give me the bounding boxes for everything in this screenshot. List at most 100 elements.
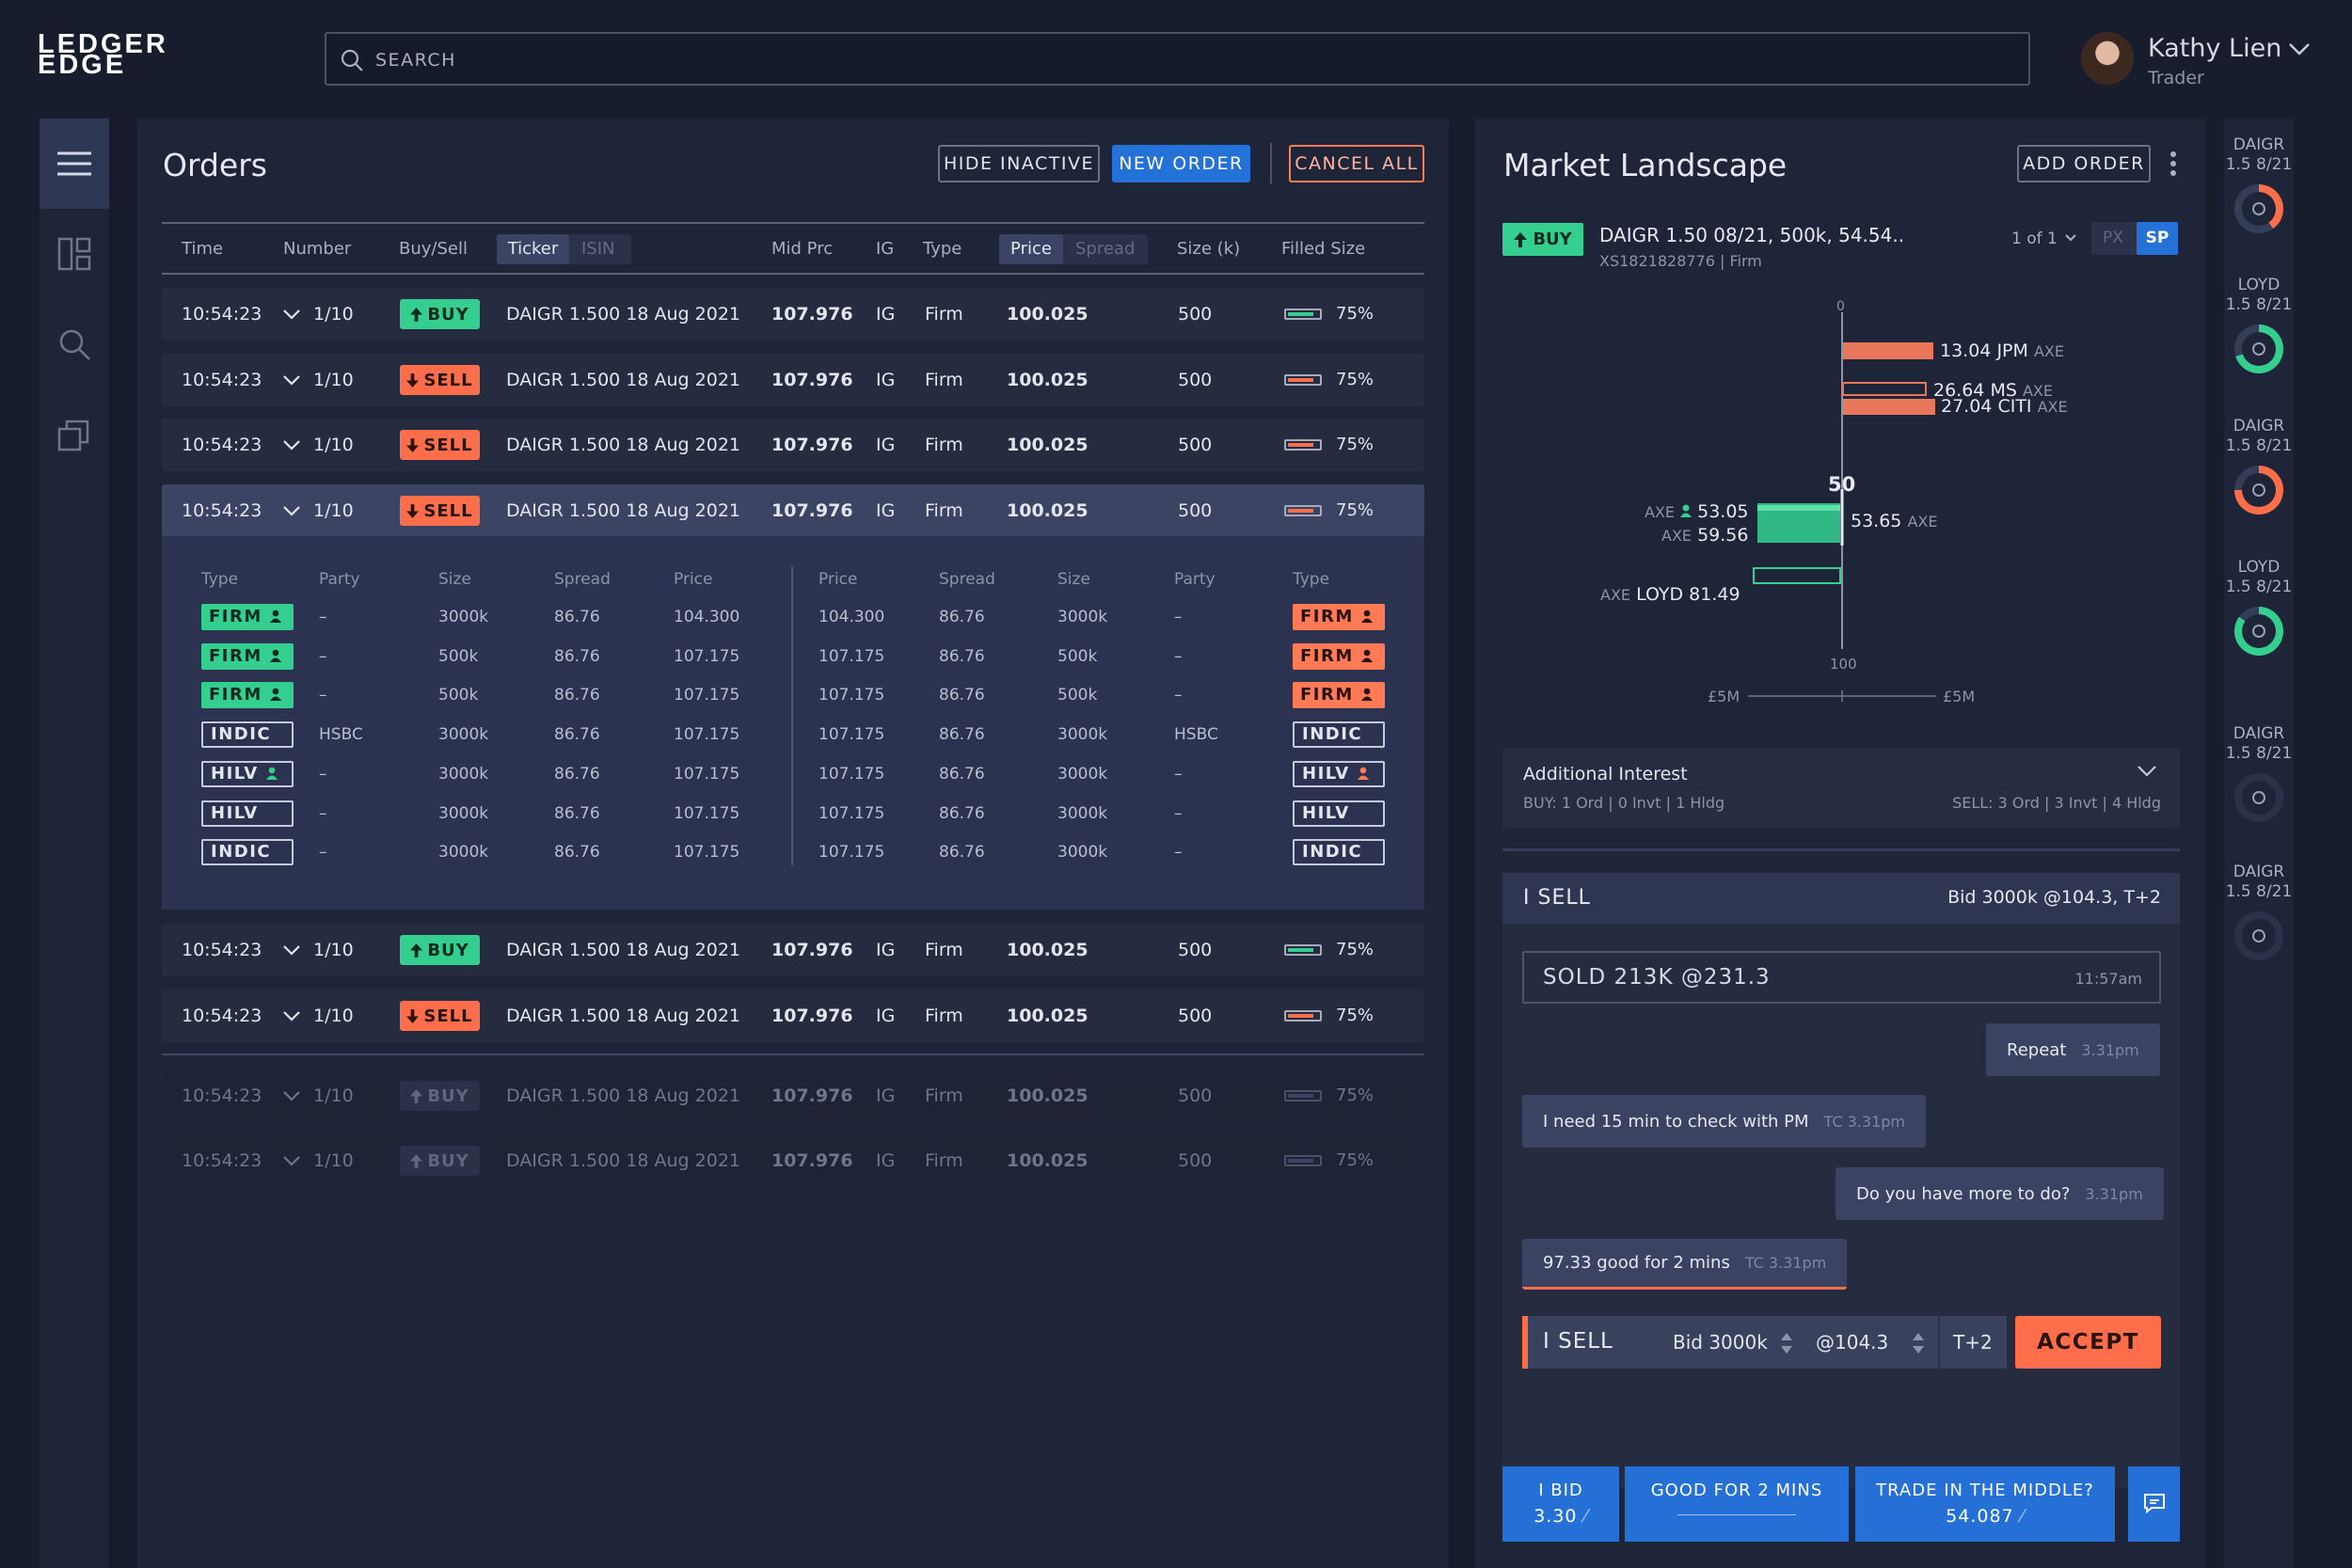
detail-cell-spread: 86.76 [939,608,985,626]
bar-citi[interactable] [1843,399,1935,415]
rail-ring[interactable] [2234,911,2283,960]
detail-cell-party: – [1174,803,1183,823]
person-icon [265,767,278,780]
chat-offer[interactable]: 97.33 good for 2 mins TC 3.31pm [1522,1239,1848,1290]
cell-filled: 75% [1336,500,1375,520]
table-row[interactable]: 10:54:23 1/10 SELL DAIGR 1.500 18 Aug 2021 1… [162,419,1424,471]
menu-button[interactable] [40,119,109,209]
avatar[interactable] [2081,32,2134,85]
pencil-icon[interactable]: ⁄ [1583,1506,1588,1527]
px-option[interactable]: PX [2103,229,2123,247]
rail-ring[interactable] [2234,184,2283,233]
table-row[interactable]: 10:54:23 1/10 SELL DAIGR 1.500 18 Aug 2021 1… [162,990,1424,1042]
rail-ring[interactable] [2234,466,2283,515]
cell-size: 500 [1178,435,1213,455]
new-order-button[interactable]: NEW ORDER [1112,145,1250,182]
pager-chevron-icon[interactable] [2064,232,2077,244]
cell-ticker: DAIGR 1.500 18 Aug 2021 [506,435,741,455]
table-row[interactable]: 10:54:23 1/10 BUY DAIGR 1.500 18 Aug 2021 10… [162,1069,1424,1122]
detail-cell-size: 3000k [438,608,489,626]
chevron-down-icon[interactable] [2137,765,2157,778]
rail-ticker[interactable]: DAIGR [2233,863,2285,881]
i-bid-action[interactable]: I BID 3.30 ⁄ [1502,1466,1619,1542]
col-buysell[interactable]: Buy/Sell [399,239,468,259]
composer-settle[interactable]: T+2 [1953,1331,1993,1354]
rail-ring[interactable] [2234,607,2283,656]
add-order-button[interactable]: ADD ORDER [2017,145,2151,182]
rail-subtitle: 1.5 8/21 [2225,436,2293,455]
price-stepper-icon[interactable] [1912,1331,1925,1355]
good-for-action[interactable]: GOOD FOR 2 MINS [1625,1466,1849,1542]
col-mid[interactable]: Mid Prc [771,239,834,259]
bar-ms[interactable] [1842,382,1927,396]
tab-spread[interactable]: Spread [1075,239,1136,259]
sp-option[interactable]: SP [2137,222,2178,255]
cell-type: Firm [925,1006,963,1026]
accept-button[interactable]: ACCEPT [2015,1316,2161,1369]
cancel-all-button[interactable]: CANCEL ALL [1289,145,1424,182]
table-row[interactable]: 10:54:23 1/10 SELL DAIGR 1.500 18 Aug 2021 1… [162,484,1424,537]
table-row[interactable]: 10:54:23 1/10 BUY DAIGR 1.500 18 Aug 2021 10… [162,1134,1424,1187]
composer-side[interactable]: I SELL [1543,1329,1613,1354]
bar-loyd[interactable] [1753,567,1841,584]
pager[interactable]: 1 of 1 [2011,230,2058,248]
col-size[interactable]: Size (k) [1177,239,1241,259]
type-tag-label: HILV [1302,763,1350,784]
filled-bar [1284,944,1322,956]
table-row[interactable]: 10:54:23 1/10 SELL DAIGR 1.500 18 Aug 2021 1… [162,354,1424,406]
pencil-icon[interactable]: ⁄ [2020,1506,2025,1527]
chevron-down-icon[interactable] [282,924,301,976]
chevron-down-icon[interactable] [282,1069,301,1122]
size-stepper-icon[interactable] [1780,1331,1793,1355]
col-filled[interactable]: Filled Size [1281,239,1366,259]
search-input[interactable]: SEARCH [325,32,2030,86]
tab-ticker[interactable]: Ticker [497,234,569,264]
more-options-icon[interactable] [2169,150,2178,177]
search-nav[interactable] [40,299,109,389]
dashboard-nav[interactable] [40,209,109,299]
col-ig[interactable]: IG [876,239,895,259]
rail-ticker[interactable]: DAIGR [2233,724,2285,743]
ledger-edge-logo[interactable]: LEDGER EDGE [38,31,188,83]
chevron-down-icon[interactable] [282,484,301,537]
rail-ticker[interactable]: LOYD [2237,558,2280,577]
additional-interest[interactable]: Additional Interest BUY: 1 Ord | 0 Invt … [1502,748,2180,829]
rail-ticker[interactable]: DAIGR [2233,135,2285,154]
px-sp-toggle[interactable]: PX SP [2091,222,2178,255]
table-row[interactable]: 10:54:23 1/10 BUY DAIGR 1.500 18 Aug 2021 10… [162,924,1424,976]
cell-time: 10:54:23 [182,435,262,455]
filled-bar-fill [1288,1014,1313,1018]
trade-middle-action[interactable]: TRADE IN THE MIDDLE? 54.087 ⁄ [1855,1466,2115,1542]
tab-isin[interactable]: ISIN [581,239,615,259]
chevron-down-icon[interactable] [282,990,301,1042]
chevron-down-icon[interactable] [282,1134,301,1187]
detail-cell-spread: 86.76 [939,725,985,745]
bond-isin: XS1821828776 | Firm [1599,252,1762,270]
chevron-down-icon[interactable] [282,288,301,341]
user-name[interactable]: Kathy Lien [2148,34,2282,63]
buy-interest: BUY: 1 Ord | 0 Invt | 1 Hldg [1523,794,1725,812]
copy-nav[interactable] [40,389,109,480]
chat-action[interactable] [2128,1466,2180,1542]
chevron-down-icon[interactable] [282,354,301,406]
col-type[interactable]: Type [923,239,962,259]
composer-size[interactable]: Bid 3000k [1673,1331,1768,1354]
chevron-down-icon[interactable] [2286,40,2312,58]
col-time[interactable]: Time [182,239,224,259]
rail-ring[interactable] [2234,773,2283,822]
col-number[interactable]: Number [283,239,352,259]
rail-ring[interactable] [2234,325,2283,373]
bar-jpm[interactable] [1843,342,1933,359]
hide-inactive-button[interactable]: HIDE INACTIVE [938,145,1100,182]
detail-cell-price: 107.175 [674,843,740,863]
price-spread-toggle[interactable]: Price Spread [999,234,1148,264]
ticker-isin-toggle[interactable]: Ticker ISIN [497,234,631,264]
rail-ring-hole [2242,614,2276,648]
rail-ticker[interactable]: DAIGR [2233,417,2285,436]
chevron-down-icon[interactable] [282,419,301,471]
tab-price[interactable]: Price [999,234,1063,264]
table-row[interactable]: 10:54:23 1/10 BUY DAIGR 1.500 18 Aug 2021 10… [162,288,1424,341]
detail-cell-spread: 86.76 [554,843,600,863]
rail-ticker[interactable]: LOYD [2237,276,2280,294]
composer-price[interactable]: @104.3 [1816,1331,1889,1354]
